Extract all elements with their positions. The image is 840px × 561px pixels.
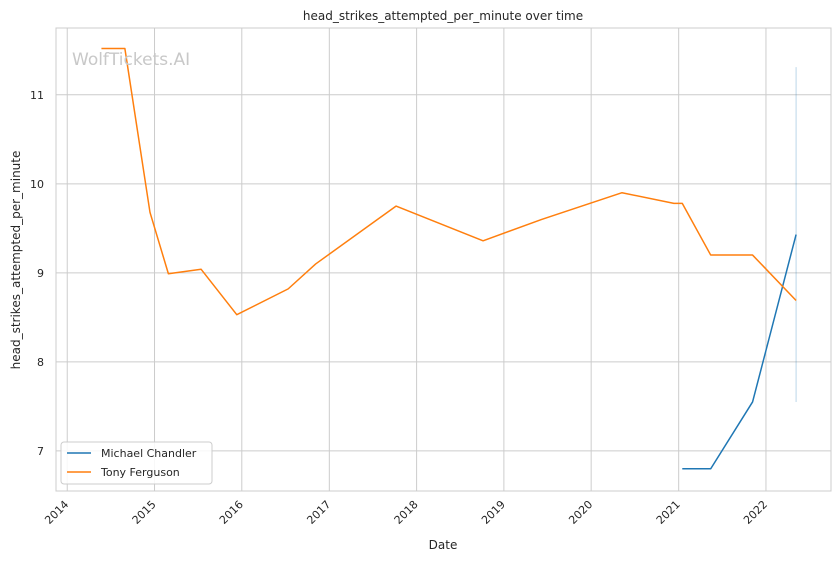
watermark: WolfTickets.AI (72, 50, 190, 70)
grid (56, 28, 831, 491)
legend: Michael Chandler Tony Ferguson (60, 441, 213, 485)
x-tick-label: 2015 (130, 498, 159, 527)
plot-background (56, 28, 831, 491)
x-tick-label: 2021 (654, 498, 683, 527)
x-tick-label: 2018 (392, 498, 421, 527)
series-line-michael-chandler (682, 234, 797, 470)
y-tick-label: 8 (37, 356, 44, 369)
y-tick-label: 7 (37, 445, 44, 458)
legend-label-tony-ferguson: Tony Ferguson (100, 466, 180, 479)
y-tick-label: 9 (37, 267, 44, 280)
plot-frame (55, 27, 832, 492)
x-axis-title: Date (429, 538, 458, 552)
y-tick-label: 11 (30, 89, 44, 102)
series-layer (101, 47, 797, 470)
legend-box (60, 441, 213, 485)
chart-title: head_strikes_attempted_per_minute over t… (303, 9, 583, 23)
x-tick-label: 2019 (479, 498, 508, 527)
x-tick-label: 2020 (566, 498, 595, 527)
legend-label-michael-chandler: Michael Chandler (101, 447, 197, 460)
x-tick-label: 2016 (217, 498, 246, 527)
x-tick-label: 2022 (741, 498, 770, 527)
series-line-tony-ferguson (101, 47, 797, 316)
x-tick-label: 2017 (304, 498, 333, 527)
y-tick-label: 10 (30, 178, 44, 191)
y-axis-title: head_strikes_attempted_per_minute (9, 151, 23, 370)
x-tick-label: 2014 (42, 498, 71, 527)
